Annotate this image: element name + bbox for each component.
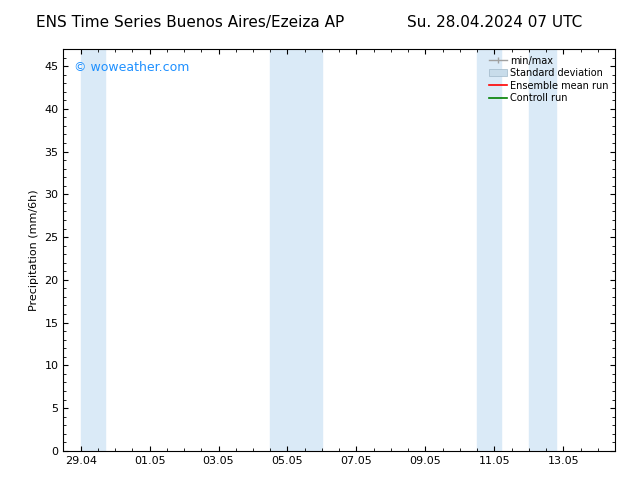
Bar	[270, 49, 322, 451]
Legend: min/max, Standard deviation, Ensemble mean run, Controll run: min/max, Standard deviation, Ensemble me…	[488, 54, 610, 105]
Text: Su. 28.04.2024 07 UTC: Su. 28.04.2024 07 UTC	[407, 15, 582, 30]
Bar	[81, 49, 105, 451]
Bar	[477, 49, 501, 451]
Y-axis label: Precipitation (mm/6h): Precipitation (mm/6h)	[29, 189, 39, 311]
Text: ENS Time Series Buenos Aires/Ezeiza AP: ENS Time Series Buenos Aires/Ezeiza AP	[36, 15, 344, 30]
Text: © woweather.com: © woweather.com	[74, 61, 190, 74]
Bar	[529, 49, 557, 451]
